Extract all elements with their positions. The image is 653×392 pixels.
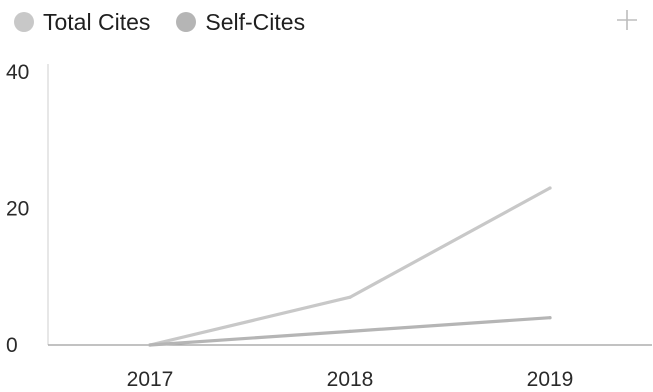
x-tick-label-2017: 2017: [127, 368, 174, 391]
legend-swatch-total-cites: [14, 12, 34, 32]
data-point-total-cites-2018: [348, 295, 352, 299]
plus-icon[interactable]: [615, 8, 639, 32]
legend-item-self-cites[interactable]: Self-Cites: [176, 9, 305, 36]
y-tick-label-0: 0: [6, 334, 18, 357]
y-tick-label-20: 20: [6, 198, 29, 221]
data-point-self-cites-2017: [148, 343, 152, 347]
chart-ticks: 0 20 40 2017 2018 2019: [6, 61, 573, 391]
legend-label-self-cites: Self-Cites: [205, 8, 306, 35]
chart-axes: [47, 64, 652, 346]
legend-label-total-cites: Total Cites: [43, 8, 151, 35]
data-point-total-cites-2019: [548, 186, 552, 190]
legend-item-total-cites[interactable]: Total Cites: [14, 9, 150, 36]
x-tick-label-2019: 2019: [527, 368, 574, 391]
data-point-self-cites-2019: [548, 316, 552, 320]
chart-legend: Total Cites Self-Cites: [0, 0, 305, 44]
chart-series: [148, 186, 552, 347]
data-point-self-cites-2018: [348, 329, 352, 333]
y-tick-label-40: 40: [6, 61, 29, 84]
legend-swatch-self-cites: [176, 12, 197, 32]
x-tick-label-2018: 2018: [327, 368, 374, 391]
